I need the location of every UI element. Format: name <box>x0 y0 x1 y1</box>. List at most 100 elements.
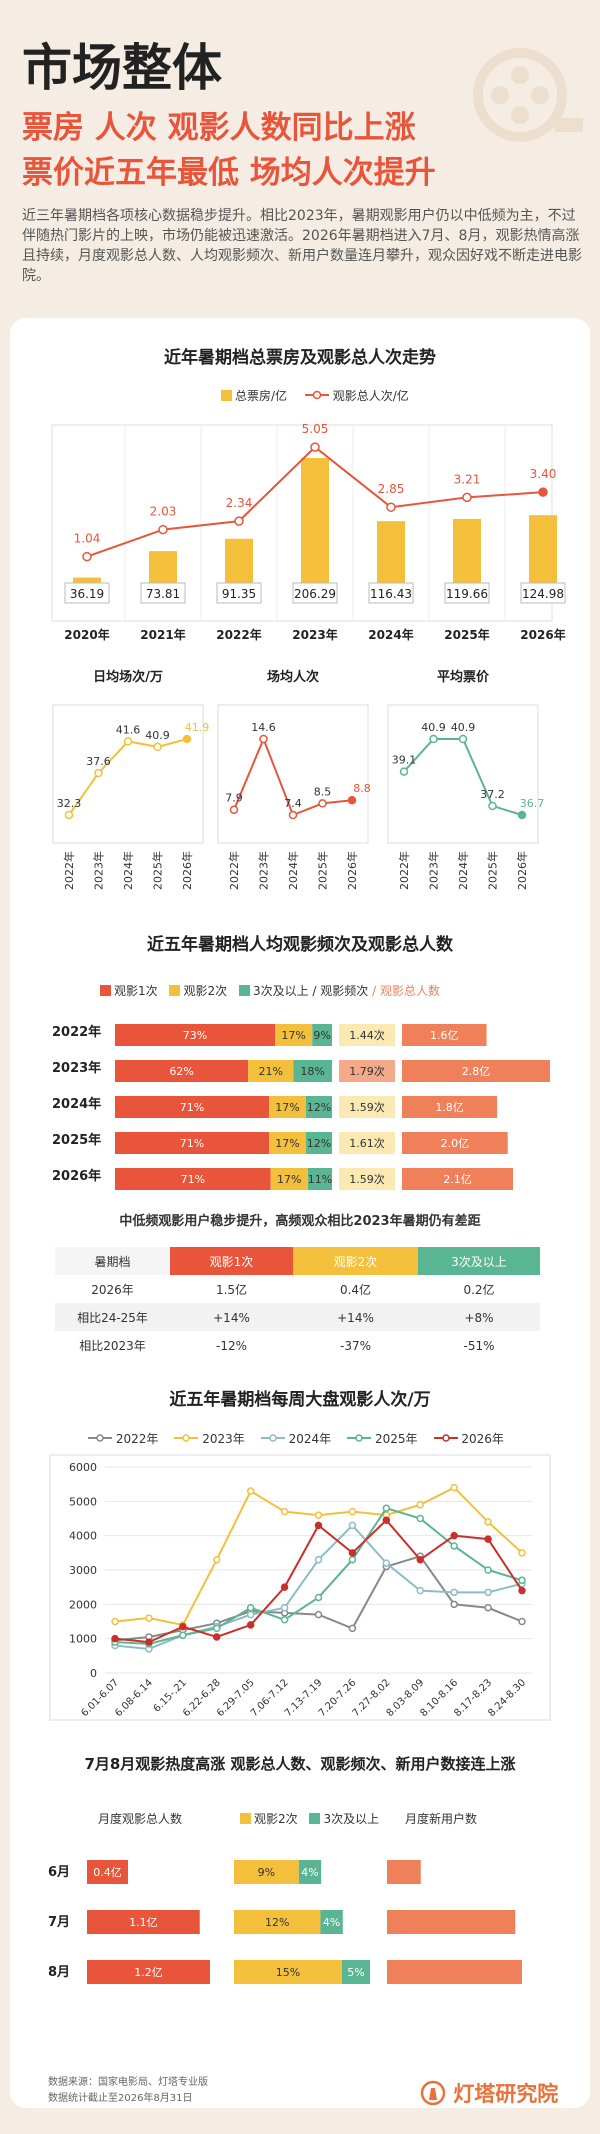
frequency-segment-label: 18% <box>300 1065 324 1078</box>
small-chart-xtick: 2025年 <box>316 851 330 890</box>
boxoffice-label: 116.43 <box>370 587 412 601</box>
small-chart-line <box>68 738 188 816</box>
monthly-total-label: 1.1亿 <box>129 1916 158 1929</box>
chart3-legend-item: 2025年 <box>347 1432 418 1446</box>
weekly-point <box>450 1600 458 1609</box>
small-chart-xtick: 2025年 <box>151 851 165 890</box>
page-subtitle-1: 票房 人次 观影人数同比上涨 <box>22 110 416 146</box>
frequency-segment <box>115 1060 249 1082</box>
boxoffice-label: 91.35 <box>222 587 256 601</box>
audience-point <box>158 524 168 535</box>
legend-total: 观影总人数 <box>379 984 440 998</box>
chart1-legend: 总票房/亿 观影总人次/亿 <box>213 387 409 404</box>
frequency-segment-label: 9% <box>313 1029 330 1042</box>
chart3-frame <box>49 1454 551 1721</box>
weekly-point <box>348 1507 357 1516</box>
chart3-legend-item: 2023年 <box>174 1432 245 1446</box>
total-audience-label: 2.1亿 <box>443 1173 472 1186</box>
weekly-point <box>213 1624 221 1633</box>
legend-boxoffice: 总票房/亿 <box>235 389 288 403</box>
small-chart-value: 40.9 <box>451 721 476 734</box>
weekly-point <box>213 1555 221 1564</box>
small-chart-frame <box>387 704 539 844</box>
small-chart-value: 41.9 <box>185 721 210 734</box>
monthly-newusers-bar <box>387 1960 522 1984</box>
table-header-label: 观影2次 <box>334 1255 378 1269</box>
weekly-point <box>314 1593 323 1602</box>
year-tick-label: 2021年 <box>140 627 185 642</box>
small-chart-value: 32.3 <box>57 797 82 810</box>
frequency-box <box>339 1024 395 1046</box>
legend-line-icon <box>88 1434 112 1442</box>
frequency-segment-label: 12% <box>307 1137 331 1150</box>
boxoffice-label-box <box>368 582 414 604</box>
small-chart-xtick: 2026年 <box>515 851 529 890</box>
frequency-value: 1.59次 <box>349 1100 385 1114</box>
weekly-point <box>484 1518 492 1526</box>
footer-notes: 数据来源：国家电影局、灯塔专业版 数据统计截止至2026年8月31日 <box>48 2075 208 2107</box>
chart3-legend-label: 2024年 <box>288 1432 332 1446</box>
legend-twice: 观影2次 <box>183 984 228 998</box>
chart3-legend-label: 2022年 <box>115 1432 159 1446</box>
chart4-legend-mid: 观影2次 3次及以上 <box>232 1810 379 1827</box>
small-chart-title: 平均票价 <box>437 669 490 685</box>
table-cell: +14% <box>213 1311 250 1325</box>
frequency-segment-label: 17% <box>277 1173 301 1186</box>
table-row <box>55 1331 540 1359</box>
frequency-segment <box>312 1024 332 1046</box>
frequency-segment-label: 71% <box>180 1101 204 1114</box>
chart2-legend: 观影1次 观影2次 3次及以上 / 观影频次 / 观影总人数 <box>92 982 440 999</box>
monthly-thrice-label: 4% <box>301 1866 318 1879</box>
small-chart-value: 37.6 <box>86 755 111 768</box>
table-cell: 2026年 <box>91 1283 134 1297</box>
table-cell: 相比2023年 <box>79 1339 146 1353</box>
audience-label: 3.40 <box>530 467 557 481</box>
year-tick-label: 2024年 <box>368 627 413 642</box>
page-header: 市场整体 票房 人次 观影人数同比上涨 票价近五年最低 场均人次提升 近三年暑期… <box>0 0 600 320</box>
table-header-label: 观影1次 <box>210 1255 254 1269</box>
boxoffice-label-box <box>216 582 262 604</box>
frequency-segment <box>305 1132 332 1154</box>
small-chart-xtick: 2023年 <box>257 851 271 890</box>
small-chart-value: 40.9 <box>145 729 170 742</box>
table-cell: +14% <box>337 1311 374 1325</box>
monthly-twice-bar <box>234 1860 299 1884</box>
legend-thrice: 3次及以上 <box>252 984 309 998</box>
monthly-thrice-bar <box>298 1860 322 1884</box>
legend4-twice: 观影2次 <box>254 1812 298 1826</box>
monthly-total-bar <box>87 1960 210 1984</box>
frequency-year-label: 2024年 <box>52 1096 101 1112</box>
table-cell: -37% <box>340 1339 371 1353</box>
monthly-twice-label: 15% <box>276 1966 300 1979</box>
table-cell: 0.4亿 <box>340 1282 371 1297</box>
frequency-segment-label: 71% <box>180 1137 204 1150</box>
audience-label: 2.85 <box>378 482 405 496</box>
small-chart-point <box>123 737 133 746</box>
audience-point <box>234 516 244 526</box>
frequency-box <box>339 1168 395 1190</box>
total-audience-label: 2.8亿 <box>462 1065 491 1078</box>
brand-name: 灯塔研究院 <box>453 2082 559 2106</box>
total-audience-bar <box>402 1024 487 1046</box>
monthly-newusers-bar <box>387 1860 421 1884</box>
small-chart-xtick: 2022年 <box>397 851 411 890</box>
total-audience-bar <box>402 1096 498 1118</box>
weekly-point <box>314 1555 323 1564</box>
small-chart-value: 14.6 <box>251 721 276 734</box>
small-chart-point <box>399 767 409 776</box>
small-chart-xtick: 2024年 <box>286 851 300 890</box>
small-chart-title: 场均人次 <box>267 669 319 685</box>
audience-label: 3.21 <box>454 472 481 486</box>
audience-point <box>538 487 548 497</box>
data-source: 数据来源：国家电影局、灯塔专业版 <box>48 2077 208 2088</box>
small-chart-value: 39.1 <box>392 754 417 767</box>
weekly-point <box>348 1555 357 1564</box>
weekly-point <box>450 1531 458 1540</box>
year-tick-label: 2020年 <box>64 627 109 642</box>
frequency-value: 1.61次 <box>349 1136 385 1150</box>
table-cell: 相比24-25年 <box>77 1311 148 1325</box>
frequency-segment <box>275 1024 313 1046</box>
weekly-point <box>450 1542 458 1550</box>
weekly-point <box>246 1604 255 1612</box>
